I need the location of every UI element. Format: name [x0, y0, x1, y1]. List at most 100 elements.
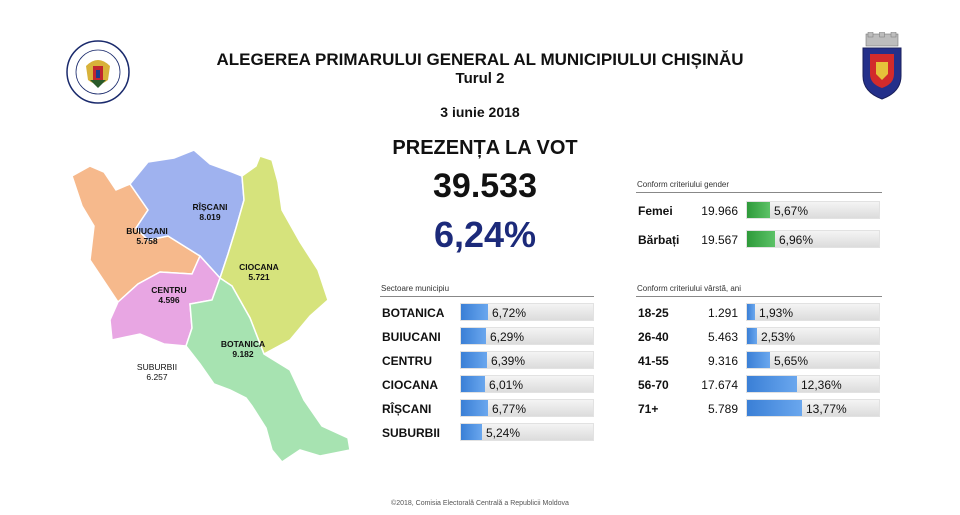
sectors-row-bar: 6,77%	[460, 399, 594, 417]
age-row-label: 56-70	[638, 378, 669, 392]
round-subtitle: Turul 2	[455, 70, 505, 87]
age-panel-title: Conform criteriului vârstă, ani	[637, 284, 742, 293]
gender-row-bar-fill	[747, 202, 770, 218]
cec-logo	[66, 40, 130, 104]
sectors-row: SUBURBII 5,24%	[380, 423, 594, 443]
election-date: 3 iunie 2018	[440, 104, 520, 120]
age-row-count: 1.291	[707, 306, 738, 320]
gender-row-value: 6,96%	[779, 233, 814, 247]
age-row-bar: 12,36%	[746, 375, 880, 393]
map-label-centru-value: 4.596	[158, 295, 180, 305]
sectors-row-bar-fill	[461, 352, 487, 368]
age-row-bar-fill	[747, 304, 755, 320]
map-label-botanica-name: BOTANICA	[220, 339, 266, 349]
gender-panel-title: Conform criteriului gender	[637, 180, 730, 189]
sectors-panel-title: Sectoare municipiu	[381, 284, 450, 293]
map-label-botanica-value: 9.182	[232, 349, 254, 359]
age-row-label: 41-55	[638, 354, 669, 368]
age-list: 18-25 1.291 1,93% 26-40 5.463 2,53% 41-55 9.316…	[636, 303, 882, 443]
age-row-value: 2,53%	[761, 330, 796, 344]
district-map	[60, 149, 380, 470]
age-row-bar: 5,65%	[746, 351, 880, 369]
age-row-count: 9.316	[707, 354, 738, 368]
sectors-row-value: 6,29%	[490, 330, 525, 344]
age-row-value: 12,36%	[801, 378, 842, 392]
age-row-count: 17.674	[701, 378, 738, 392]
map-label-ciocana-name: CIOCANA	[239, 262, 279, 272]
sectors-row: BOTANICA 6,72%	[380, 303, 594, 323]
gender-row-count: 19.966	[701, 204, 738, 218]
age-row-bar: 2,53%	[746, 327, 880, 345]
sectors-row-bar-fill	[461, 376, 485, 392]
sectors-list: BOTANICA 6,72% BUIUCANI 6,29% CENTRU 6,39% CIO…	[380, 303, 594, 473]
sectors-row-bar-fill	[461, 424, 482, 440]
gender-row: Bărbați 19.567 6,96%	[636, 230, 882, 250]
turnout-total: 39.533	[433, 167, 537, 205]
sectors-row: RÎȘCANI 6,77%	[380, 399, 594, 419]
map-label-suburbii-name: SUBURBII	[136, 362, 178, 372]
map-label-buiucani-value: 5.758	[136, 236, 158, 246]
sectors-row: CENTRU 6,39%	[380, 351, 594, 371]
map-label-centru: CENTRU 4.596	[134, 285, 204, 305]
sectors-row: BUIUCANI 6,29%	[380, 327, 594, 347]
sectors-row: CIOCANA 6,01%	[380, 375, 594, 395]
gender-row-label: Bărbați	[638, 233, 680, 247]
sectors-row-bar-fill	[461, 304, 488, 320]
map-label-riscani: RÎȘCANI 8.019	[175, 202, 245, 222]
sectors-row-value: 5,24%	[486, 426, 521, 440]
sectors-row-bar: 6,39%	[460, 351, 594, 369]
sectors-row-label: SUBURBII	[382, 426, 441, 440]
age-row: 71+ 5.789 13,77%	[636, 399, 882, 419]
turnout-percent: 6,24%	[433, 214, 537, 255]
map-label-ciocana-value: 5.721	[248, 272, 270, 282]
age-row-label: 71+	[638, 402, 659, 416]
age-row-value: 5,65%	[774, 354, 809, 368]
age-row: 18-25 1.291 1,93%	[636, 303, 882, 323]
sectors-divider	[380, 296, 594, 297]
sectors-row-label: RÎȘCANI	[382, 402, 432, 416]
age-row: 41-55 9.316 5,65%	[636, 351, 882, 371]
map-label-riscani-value: 8.019	[199, 212, 221, 222]
gender-row-label: Femei	[638, 204, 673, 218]
sectors-row-value: 6,01%	[489, 378, 524, 392]
sectors-row-label: CENTRU	[382, 354, 432, 368]
age-row-value: 1,93%	[759, 306, 794, 320]
gender-row-bar-fill	[747, 231, 775, 247]
age-divider	[636, 296, 882, 297]
sectors-row-value: 6,72%	[492, 306, 527, 320]
age-row-bar-fill	[747, 328, 757, 344]
age-row-bar: 13,77%	[746, 399, 880, 417]
sectors-row-label: BOTANICA	[382, 306, 445, 320]
map-label-buiucani-name: BUIUCANI	[126, 226, 168, 236]
age-row: 26-40 5.463 2,53%	[636, 327, 882, 347]
sectors-row-label: BUIUCANI	[382, 330, 441, 344]
age-row-bar-fill	[747, 352, 770, 368]
sectors-row-bar-fill	[461, 328, 486, 344]
sectors-row-value: 6,39%	[491, 354, 526, 368]
sectors-row-bar: 6,72%	[460, 303, 594, 321]
age-row-bar-fill	[747, 376, 797, 392]
sectors-row-bar: 6,29%	[460, 327, 594, 345]
sectors-row-label: CIOCANA	[382, 378, 438, 392]
map-region-botanica	[185, 276, 351, 463]
map-label-suburbii-value: 6.257	[146, 372, 168, 382]
gender-row-bar: 6,96%	[746, 230, 880, 248]
gender-list: Femei 19.966 5,67% Bărbați 19.567 6,96%	[636, 201, 882, 261]
map-label-suburbii: SUBURBII 6.257	[122, 362, 192, 382]
age-row-label: 18-25	[638, 306, 669, 320]
gender-row-bar: 5,67%	[746, 201, 880, 219]
gender-row: Femei 19.966 5,67%	[636, 201, 882, 221]
gender-row-count: 19.567	[701, 233, 738, 247]
sectors-row-bar: 5,24%	[460, 423, 594, 441]
turnout-heading: PREZENȚA LA VOT	[392, 137, 578, 159]
age-row-bar: 1,93%	[746, 303, 880, 321]
gender-row-value: 5,67%	[774, 204, 809, 218]
age-row-value: 13,77%	[806, 402, 847, 416]
map-label-botanica: BOTANICA 9.182	[208, 339, 278, 359]
footer-copyright: ©2018, Comisia Electorală Centrală a Rep…	[391, 500, 569, 507]
age-row-bar-fill	[747, 400, 802, 416]
age-row-label: 26-40	[638, 330, 669, 344]
age-row-count: 5.789	[707, 402, 738, 416]
sectors-row-bar-fill	[461, 400, 488, 416]
sectors-row-value: 6,77%	[492, 402, 527, 416]
